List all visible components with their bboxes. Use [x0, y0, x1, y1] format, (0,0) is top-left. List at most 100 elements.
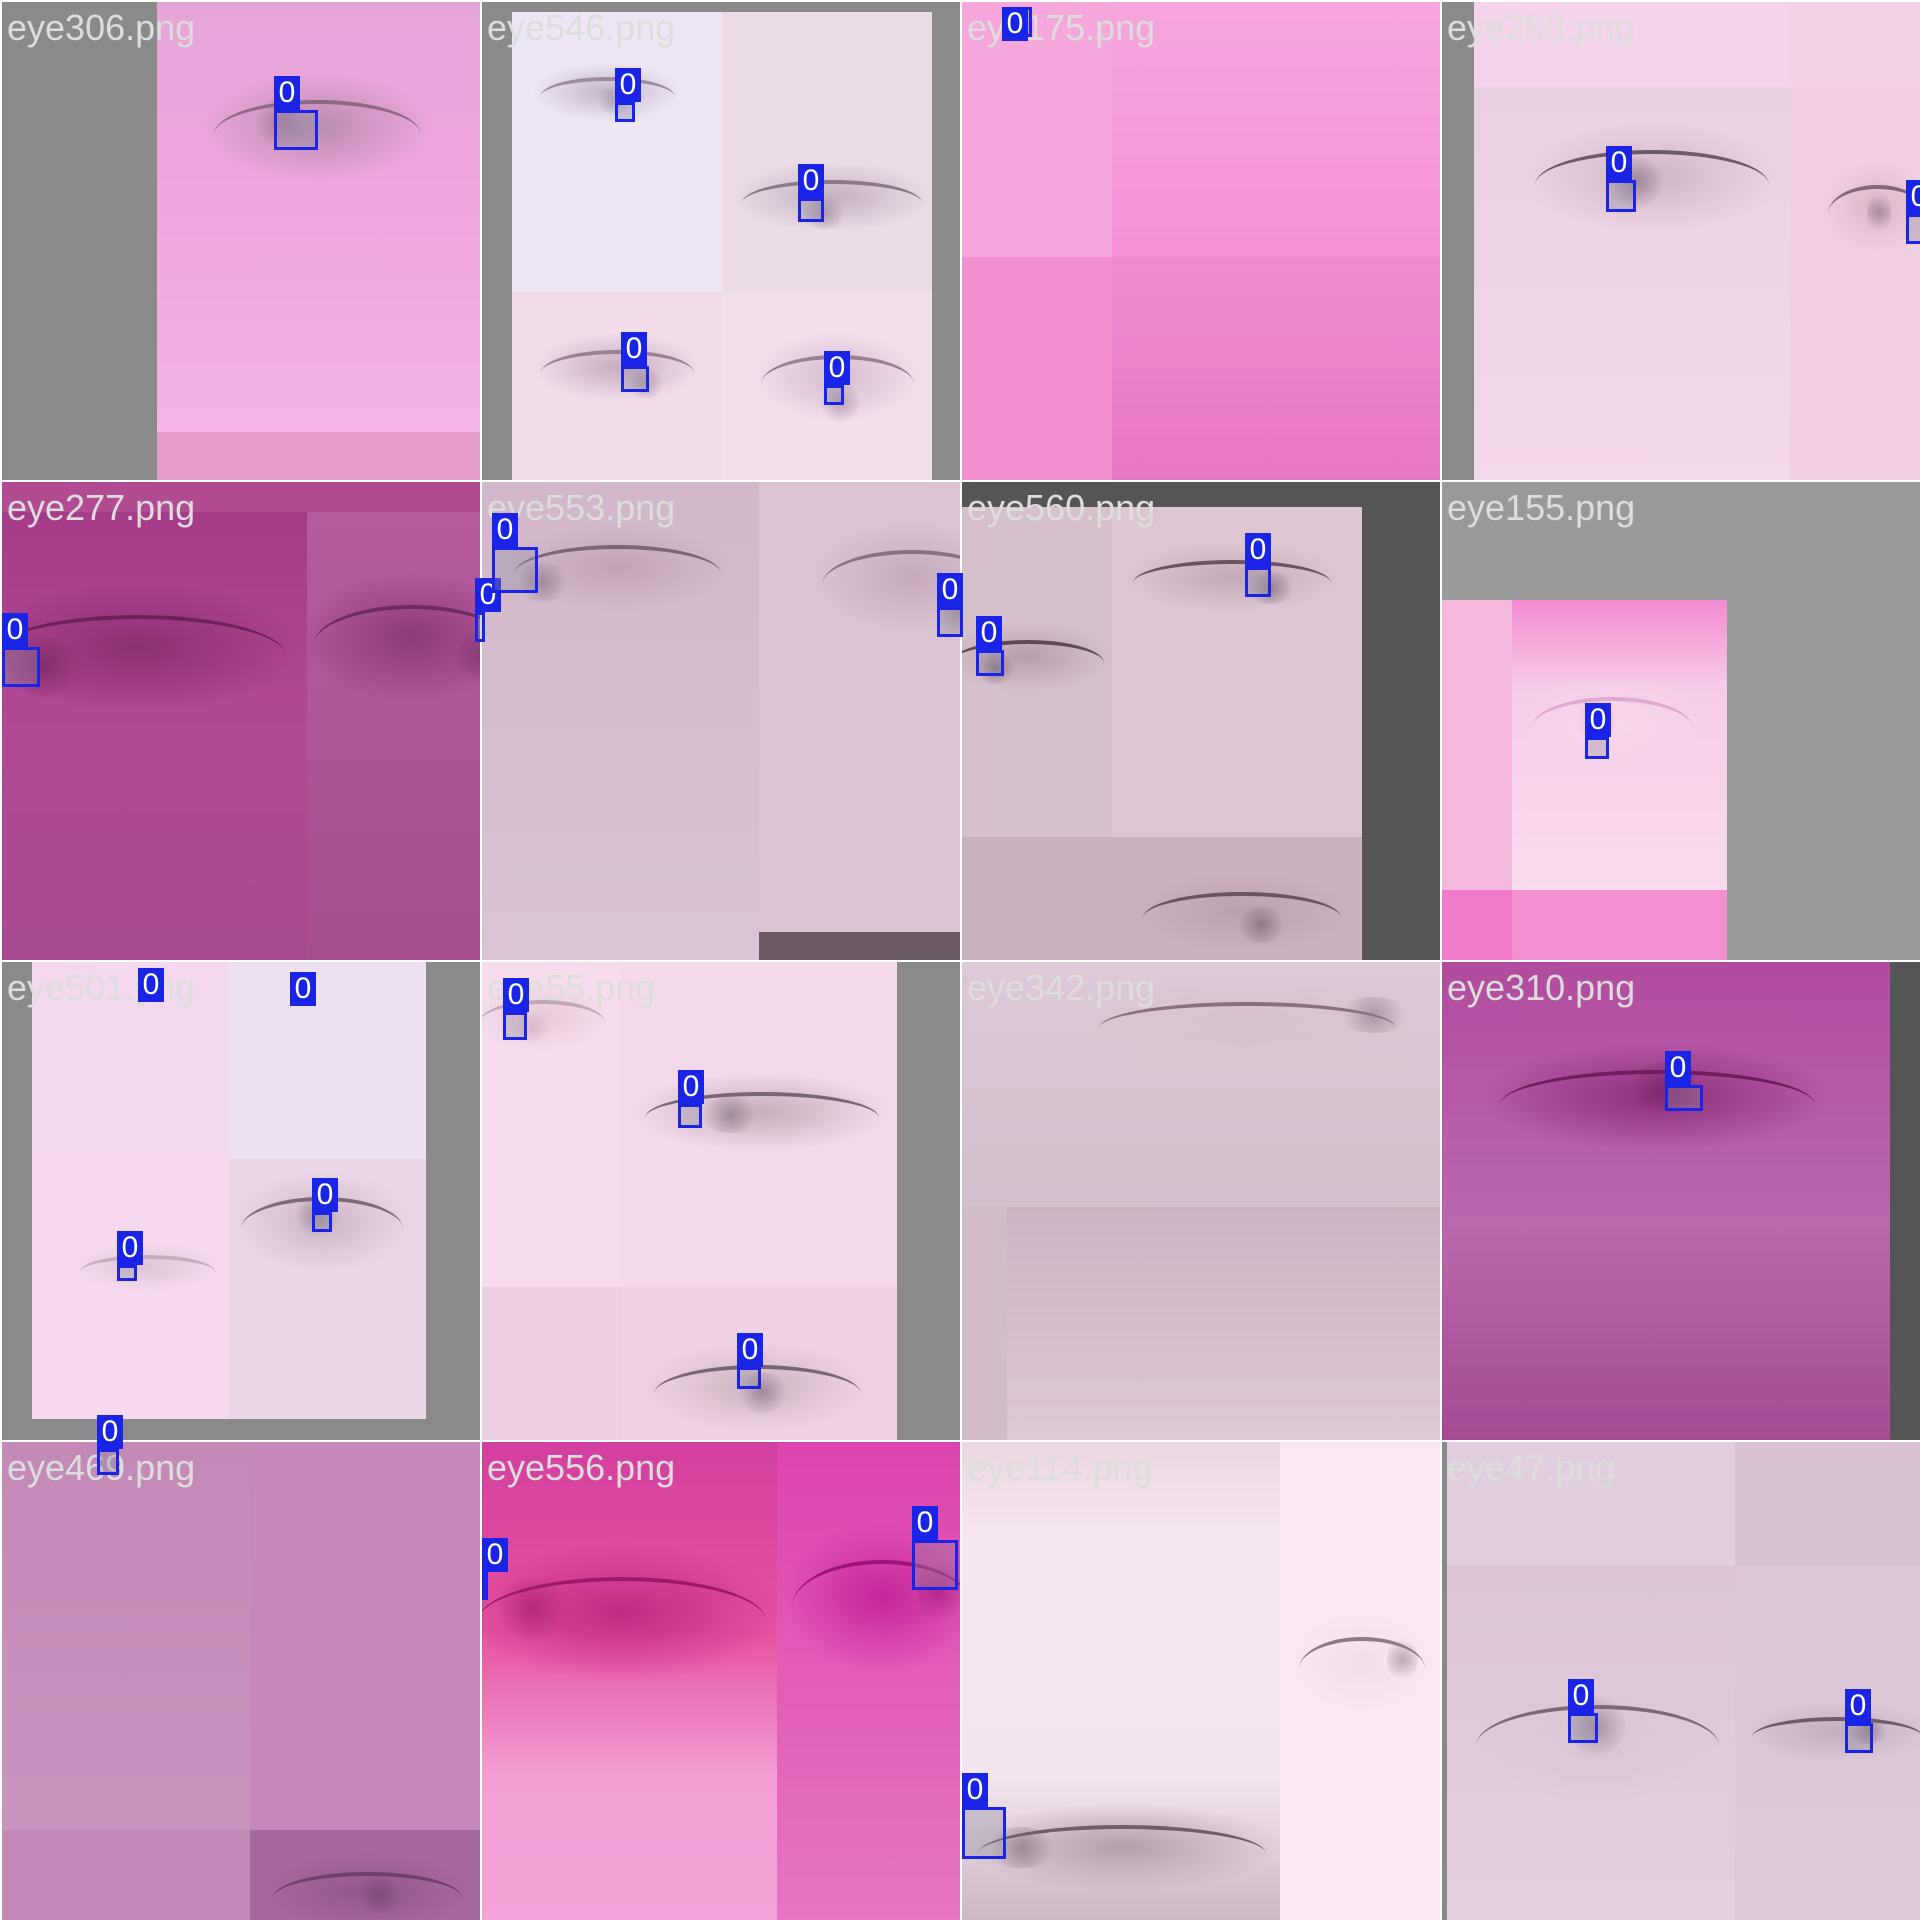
class-label-tag: 0	[274, 76, 300, 110]
class-label-tag: 0	[503, 978, 529, 1012]
iris	[702, 1097, 760, 1133]
mosaic-tile: eye55.png	[482, 962, 960, 1440]
mosaic-tile: eye277.png	[2, 482, 480, 960]
image-crop	[962, 837, 1112, 960]
tile-filename-label: eye556.png	[487, 1447, 676, 1488]
bounding-box	[475, 612, 485, 642]
bounding-box	[492, 547, 538, 593]
class-label-tag: 0	[737, 1333, 763, 1367]
tile-filename-label: eye306.png	[7, 7, 196, 48]
image-crop	[1442, 890, 1512, 960]
bounding-box	[912, 1540, 958, 1590]
image-crop	[229, 962, 426, 1159]
class-label-tag: 0	[312, 1178, 338, 1212]
mosaic-tile: eye306.png	[2, 2, 480, 480]
class-label-tag: 0	[1606, 146, 1632, 180]
bounding-box	[824, 385, 844, 405]
mosaic-tile: eye310.png	[1442, 962, 1920, 1440]
class-label-tag: 0	[97, 1415, 123, 1449]
eyelash-line	[482, 1577, 766, 1665]
mosaic-tile: eye560.png	[962, 482, 1440, 960]
class-label-tag: 0	[1665, 1051, 1691, 1085]
class-label-tag: 0	[482, 1538, 508, 1572]
mosaic-tile: eye501.png	[2, 962, 480, 1440]
bounding-box	[482, 1572, 488, 1600]
bounding-box	[1568, 1713, 1598, 1743]
class-label-tag: 0	[117, 1231, 143, 1265]
tile-filename-label: eye560.png	[967, 487, 1156, 528]
image-crop	[1112, 257, 1440, 480]
bounding-box	[1906, 214, 1920, 244]
class-label-tag: 0	[492, 513, 518, 547]
mosaic-tile: eye553.png	[482, 482, 960, 960]
eyelash-line	[213, 99, 421, 170]
class-label-tag: 0	[798, 164, 824, 198]
class-label-tag: 0	[962, 1773, 988, 1807]
mosaic-tile: eye47.png	[1442, 1442, 1920, 1920]
mosaic-tile: eye175.png	[962, 2, 1440, 480]
image-crop	[250, 1442, 480, 1830]
image-crop	[962, 257, 1112, 480]
eyelash-line	[1133, 559, 1331, 606]
eyelash-line	[482, 999, 605, 1046]
image-crop	[962, 1207, 1007, 1440]
iris	[1247, 572, 1296, 604]
mosaic-tile: eye546.png	[482, 2, 960, 480]
bounding-box	[503, 1012, 527, 1040]
bounding-box	[2, 647, 40, 687]
tile-filename-label: eye288.png	[1447, 7, 1636, 48]
iris	[357, 1877, 404, 1913]
iris	[517, 562, 568, 603]
bounding-box	[1606, 180, 1636, 212]
tile-filename-label: eye114.png	[967, 1447, 1153, 1488]
image-crop	[1112, 2, 1440, 257]
bounding-box	[1845, 1723, 1873, 1753]
bounding-box	[1245, 567, 1271, 597]
bounding-box	[798, 198, 824, 222]
class-label-tag: 0	[2, 613, 28, 647]
mosaic-tile: eye288.png	[1442, 2, 1920, 480]
class-label-tag: 0	[1002, 7, 1028, 41]
class-label-tag: 0	[824, 351, 850, 385]
class-label-tag: 0	[1568, 1679, 1594, 1713]
eyelash-line	[1751, 1717, 1920, 1757]
eyelash-line	[539, 77, 675, 117]
mosaic-tile: eye469.png	[2, 1442, 480, 1920]
iris	[1337, 997, 1410, 1033]
image-crop	[759, 932, 960, 960]
tile-filename-label: eye342.png	[967, 967, 1156, 1008]
tile-filename-label: eye469.png	[7, 1447, 196, 1488]
bounding-box	[962, 1807, 1006, 1859]
eyelash-line	[978, 1824, 1266, 1883]
class-label-tag: 0	[1845, 1689, 1871, 1723]
iris	[917, 1557, 960, 1625]
bounding-box	[937, 607, 963, 637]
image-crop	[2, 1442, 250, 1830]
eyelash-line	[1299, 1637, 1425, 1701]
image-crop	[1790, 2, 1920, 87]
class-label-tag: 0	[912, 1506, 938, 1540]
class-label-tag: 0	[621, 332, 647, 366]
iris	[1237, 907, 1286, 943]
image-crop	[2, 512, 307, 960]
class-label-tag: 0	[976, 616, 1002, 650]
bounding-box	[737, 1367, 761, 1389]
image-crop	[32, 962, 229, 1159]
class-label-tag: 0	[1245, 533, 1271, 567]
eyelash-line	[313, 604, 480, 687]
eyelash-line	[1827, 184, 1920, 243]
class-label-tag: 0	[1585, 703, 1611, 737]
mosaic-tile: eye556.png	[482, 1442, 960, 1920]
eyelash-line	[792, 1559, 960, 1654]
tile-filename-label: eye546.png	[487, 7, 676, 48]
image-crop	[512, 12, 722, 292]
image-crop	[1790, 87, 1920, 480]
mosaic-tile: eye155.png	[1442, 482, 1920, 960]
iris	[497, 1577, 568, 1640]
eyelash-line	[513, 544, 721, 603]
eyelash-line	[822, 549, 960, 620]
class-label-tag: 0	[290, 972, 316, 1006]
iris	[802, 197, 846, 229]
bounding-box	[976, 650, 1004, 676]
tile-filename-label: eye47.png	[1447, 1447, 1616, 1488]
